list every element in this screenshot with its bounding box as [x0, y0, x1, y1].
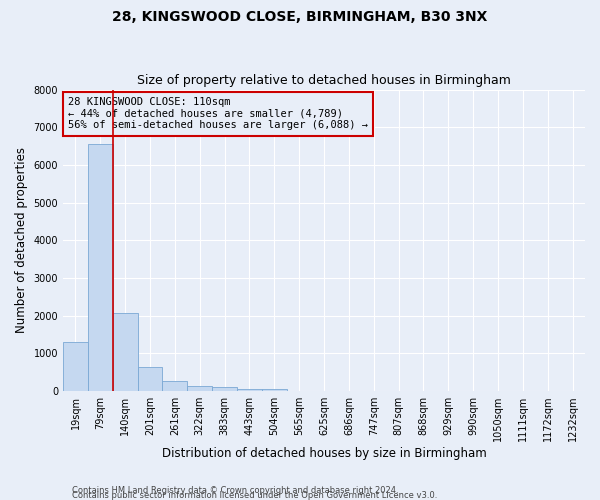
- Text: Contains public sector information licensed under the Open Government Licence v3: Contains public sector information licen…: [72, 491, 437, 500]
- Bar: [137, 366, 163, 391]
- Y-axis label: Number of detached properties: Number of detached properties: [15, 148, 28, 334]
- Bar: [187, 386, 212, 391]
- Text: 28 KINGSWOOD CLOSE: 110sqm
← 44% of detached houses are smaller (4,789)
56% of s: 28 KINGSWOOD CLOSE: 110sqm ← 44% of deta…: [68, 97, 368, 130]
- Bar: [237, 389, 262, 391]
- Text: Contains HM Land Registry data © Crown copyright and database right 2024.: Contains HM Land Registry data © Crown c…: [72, 486, 398, 495]
- X-axis label: Distribution of detached houses by size in Birmingham: Distribution of detached houses by size …: [161, 447, 487, 460]
- Bar: [63, 342, 88, 391]
- Bar: [212, 388, 237, 391]
- Bar: [163, 382, 187, 391]
- Bar: [113, 312, 137, 391]
- Bar: [262, 389, 287, 391]
- Text: 28, KINGSWOOD CLOSE, BIRMINGHAM, B30 3NX: 28, KINGSWOOD CLOSE, BIRMINGHAM, B30 3NX: [112, 10, 488, 24]
- Bar: [88, 144, 113, 391]
- Title: Size of property relative to detached houses in Birmingham: Size of property relative to detached ho…: [137, 74, 511, 87]
